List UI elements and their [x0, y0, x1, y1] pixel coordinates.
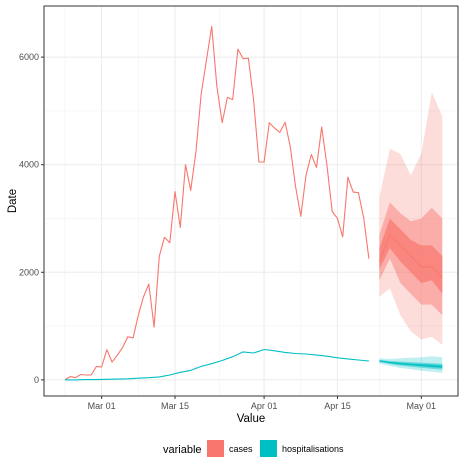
forecast-median-cases: [378, 233, 443, 279]
legend-items: cases hospitalisations: [207, 440, 344, 457]
x-axis-title: Value: [237, 413, 266, 425]
legend: variable cases hospitalisations: [163, 440, 344, 457]
x-tick-label: May 01: [407, 401, 437, 411]
series-line-hospitalisations: [65, 348, 369, 381]
grid-major: [44, 6, 458, 396]
legend-label-hospitalisations: hospitalisations: [282, 444, 344, 454]
forecast-band-cases: [379, 92, 443, 345]
x-tick-labels: Mar 01 Mar 15 Apr 01 Apr 15 May 01: [88, 401, 436, 411]
forecast-median-hospitalisations: [379, 360, 443, 368]
y-tick-labels: 0 2000 4000 6000: [19, 52, 39, 385]
legend-key-hospitalisations: [260, 440, 277, 457]
y-tick-label: 6000: [19, 52, 39, 62]
legend-label-cases: cases: [229, 444, 253, 454]
y-tick-label: 2000: [19, 267, 39, 277]
x-tick-label: Mar 01: [88, 401, 116, 411]
x-tick-label: Apr 01: [251, 401, 278, 411]
y-axis-title: Date: [7, 189, 19, 213]
axis-ticks: [41, 56, 422, 399]
series-lines: [64, 25, 370, 381]
y-tick-label: 0: [34, 375, 39, 385]
forecast-bands: [378, 92, 443, 373]
y-tick-label: 4000: [19, 160, 39, 170]
panel-border: [43, 5, 459, 397]
legend-key-cases: [207, 440, 224, 457]
x-tick-label: Mar 15: [161, 401, 189, 411]
grid-minor: [44, 6, 458, 396]
series-line-cases: [64, 25, 370, 381]
x-tick-label: Apr 15: [324, 401, 351, 411]
legend-title: variable: [163, 444, 202, 456]
